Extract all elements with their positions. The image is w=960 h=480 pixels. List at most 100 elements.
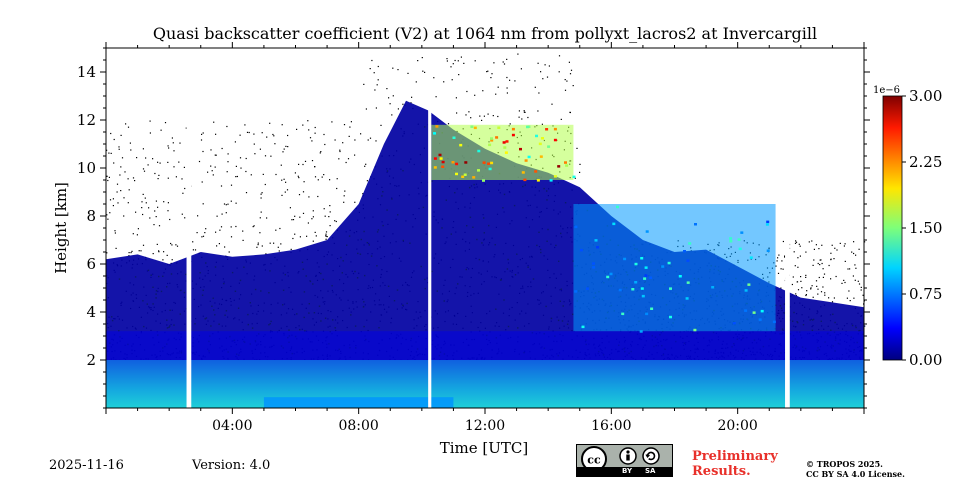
- noise-point: [864, 241, 866, 243]
- patch-point: [546, 199, 548, 201]
- noise-point: [155, 200, 157, 202]
- y-axis: 2 4 6 8 10 12 14: [77, 47, 870, 409]
- cloud-point: [574, 290, 578, 293]
- cloud-point: [455, 162, 459, 166]
- noise-point: [800, 280, 802, 282]
- cloud-point: [451, 161, 455, 164]
- patch-point: [350, 314, 352, 316]
- patch-point: [134, 276, 137, 278]
- noise-point: [407, 72, 409, 74]
- cloud-point: [464, 161, 468, 164]
- noise-point: [130, 252, 132, 254]
- patch-point: [169, 325, 171, 327]
- noise-point: [853, 252, 855, 255]
- patch-point: [332, 319, 334, 321]
- noise-point: [183, 166, 185, 168]
- noise-point: [207, 171, 209, 173]
- patch-point: [205, 262, 207, 264]
- noise-point: [323, 208, 325, 210]
- noise-point: [252, 226, 254, 228]
- noise-point: [281, 194, 283, 196]
- noise-point: [153, 224, 155, 226]
- noise-point: [520, 68, 522, 70]
- patch-point: [436, 290, 438, 292]
- noise-point: [273, 135, 275, 137]
- noise-point: [325, 235, 327, 237]
- noise-point: [112, 198, 114, 200]
- patch-point: [282, 304, 284, 306]
- noise-point: [269, 242, 271, 244]
- patch-point: [539, 248, 542, 251]
- x-axis-label: Time [UTC]: [440, 439, 529, 457]
- noise-point: [537, 110, 539, 112]
- noise-point: [334, 139, 336, 141]
- noise-point: [817, 262, 819, 265]
- noise-point: [518, 116, 520, 118]
- noise-point: [354, 154, 356, 156]
- noise-point: [175, 244, 177, 246]
- noise-point: [129, 142, 131, 144]
- noise-point: [334, 220, 336, 222]
- noise-point: [836, 249, 838, 251]
- noise-point: [534, 86, 536, 88]
- noise-point: [175, 176, 177, 178]
- cloud-point: [592, 266, 596, 269]
- noise-point: [454, 59, 456, 62]
- noise-point: [312, 216, 314, 218]
- patch-point: [406, 302, 408, 305]
- noise-point: [214, 166, 216, 168]
- noise-point: [215, 154, 217, 156]
- svg-text:cc: cc: [587, 454, 601, 467]
- patch-point: [478, 258, 481, 261]
- patch-point: [249, 302, 251, 304]
- noise-point: [862, 294, 864, 296]
- noise-point: [205, 228, 207, 230]
- noise-point: [483, 115, 485, 117]
- noise-point: [285, 145, 287, 147]
- noise-point: [813, 248, 815, 250]
- patch-point: [212, 297, 214, 299]
- noise-point: [170, 242, 172, 245]
- cloud-point: [744, 309, 748, 312]
- cloud-point: [686, 259, 690, 262]
- cloud-point: [547, 145, 551, 148]
- noise-point: [466, 90, 468, 93]
- noise-point: [282, 151, 284, 153]
- cloud-point: [606, 275, 610, 279]
- cloud-point: [744, 289, 748, 292]
- patch-point: [312, 283, 314, 285]
- noise-point: [479, 115, 481, 117]
- noise-point: [502, 61, 504, 63]
- noise-point: [156, 243, 158, 245]
- cloud-point: [572, 175, 576, 179]
- noise-point: [843, 245, 845, 247]
- noise-point: [402, 103, 404, 105]
- noise-point: [833, 258, 835, 260]
- noise-point: [509, 123, 511, 125]
- noise-point: [121, 157, 124, 159]
- noise-point: [169, 218, 171, 221]
- noise-point: [162, 259, 164, 261]
- noise-point: [518, 110, 520, 112]
- y-tick-label: 8: [86, 207, 96, 225]
- noise-point: [226, 125, 228, 128]
- noise-point: [777, 257, 779, 259]
- noise-point: [287, 134, 289, 137]
- noise-point: [365, 163, 367, 165]
- cloud-point: [579, 248, 583, 252]
- patch-point: [308, 303, 310, 305]
- cloud-point: [564, 161, 567, 164]
- noise-point: [820, 259, 822, 261]
- noise-point: [344, 190, 346, 192]
- noise-point: [253, 143, 255, 145]
- noise-point: [354, 201, 356, 203]
- noise-point: [542, 78, 544, 80]
- noise-point: [852, 275, 854, 277]
- cloud-point: [490, 161, 494, 165]
- cloud-point: [433, 157, 437, 160]
- noise-point: [292, 237, 294, 240]
- noise-point: [482, 90, 484, 92]
- patch-point: [168, 326, 170, 328]
- noise-point: [366, 180, 368, 182]
- cloud-point: [737, 238, 741, 241]
